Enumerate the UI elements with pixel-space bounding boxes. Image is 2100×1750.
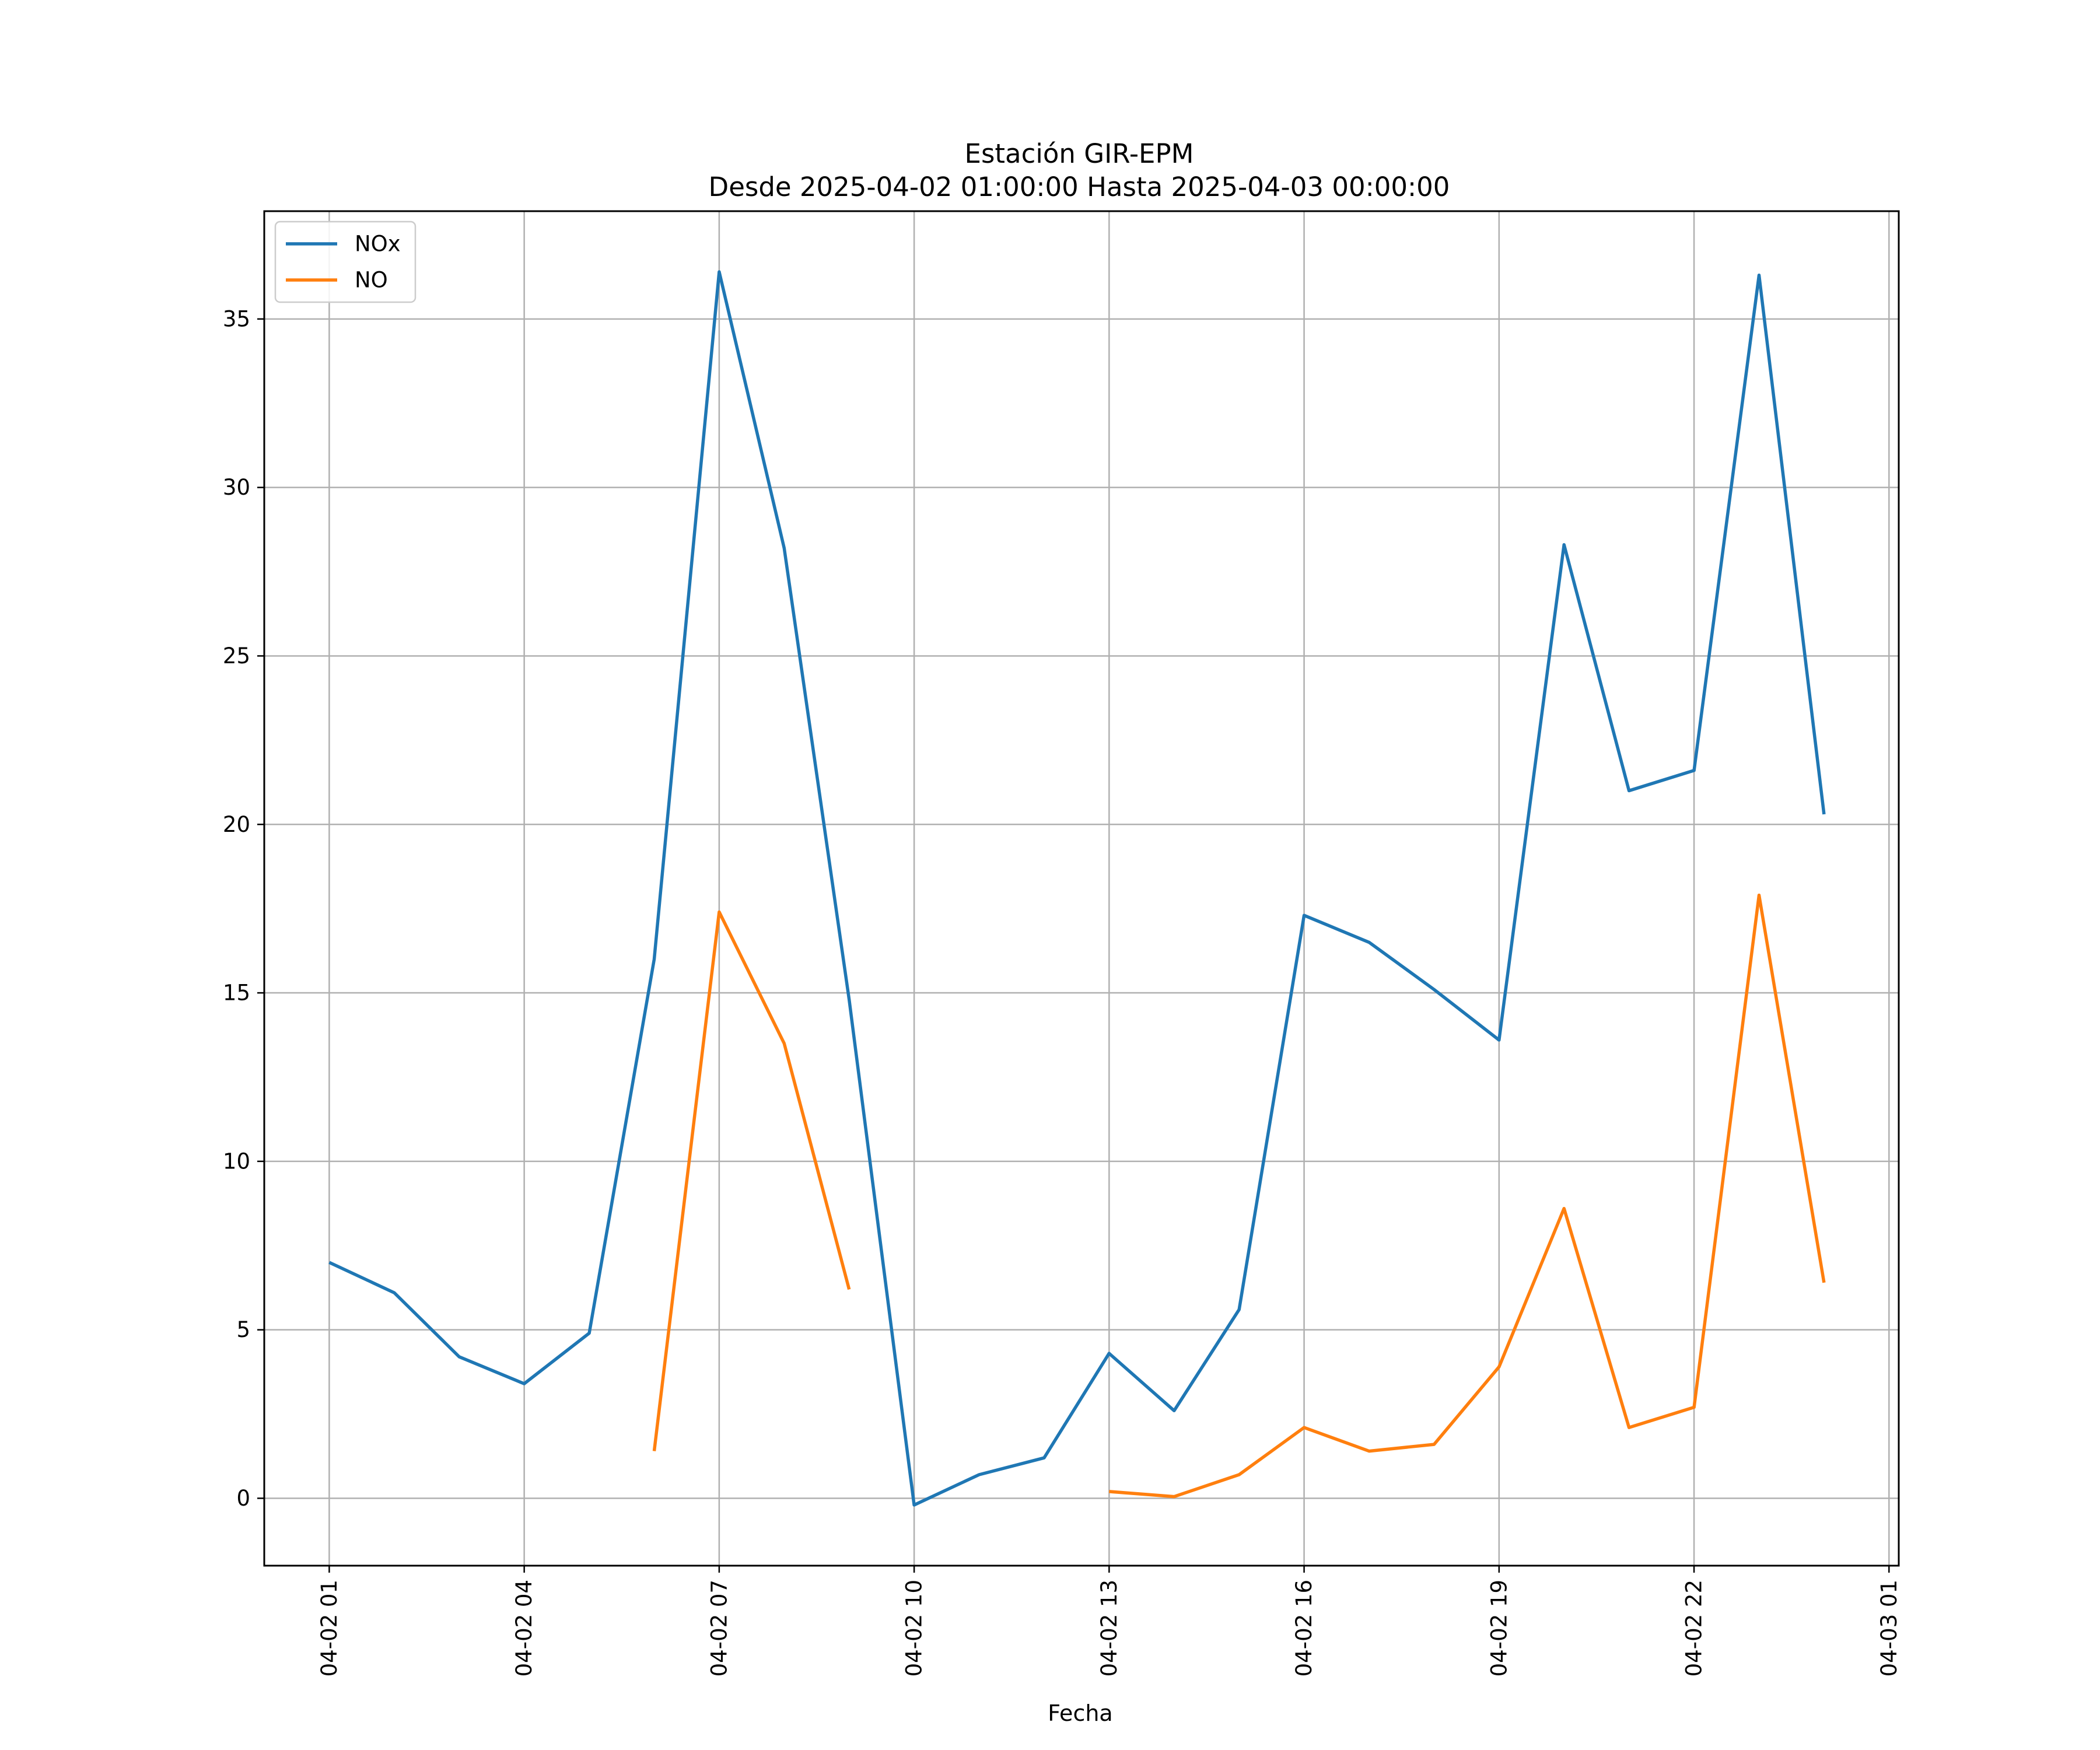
y-tick-label: 20 [223,812,250,837]
series [328,270,1826,1507]
x-tick-label: 04-02 16 [1292,1580,1317,1676]
ticks: 04-02 01 04-02 04 04-02 07 04-02 10 04-02 13… [223,306,1902,1676]
legend-box [274,220,416,303]
x-tick-label: 04-02 22 [1682,1580,1707,1676]
x-tick-label: 04-02 07 [706,1580,732,1676]
plot-frame [263,210,1900,1567]
legend-label-no: NO [355,268,388,293]
x-tick-label: 04-02 04 [512,1580,537,1676]
x-axis-label: Fecha [1048,1700,1112,1726]
grid [264,211,1899,1566]
y-tick-label: 5 [236,1317,250,1342]
y-tick-label: 30 [223,475,250,500]
legend: NOx NO [274,220,416,303]
series-line-no [652,910,851,1451]
y-tick-label: 25 [223,643,250,668]
chart-title: Estación GIR-EPM [965,138,1194,169]
x-tick-label: 04-02 01 [317,1580,342,1676]
series-line-no [1109,893,1826,1499]
x-tick-label: 04-03 01 [1877,1580,1902,1676]
x-tick-label: 04-02 13 [1097,1580,1122,1676]
chart-subtitle: Desde 2025-04-02 01:00:00 Hasta 2025-04-… [709,172,1450,202]
x-tick-label: 04-02 19 [1486,1580,1511,1676]
y-tick-label: 10 [223,1149,250,1174]
y-tick-label: 0 [236,1486,250,1511]
legend-label-nox: NOx [355,232,401,257]
y-tick-label: 15 [223,981,250,1006]
x-tick-label: 04-02 10 [902,1580,927,1676]
series-line-nox [328,270,1826,1507]
y-tick-label: 35 [223,306,250,331]
